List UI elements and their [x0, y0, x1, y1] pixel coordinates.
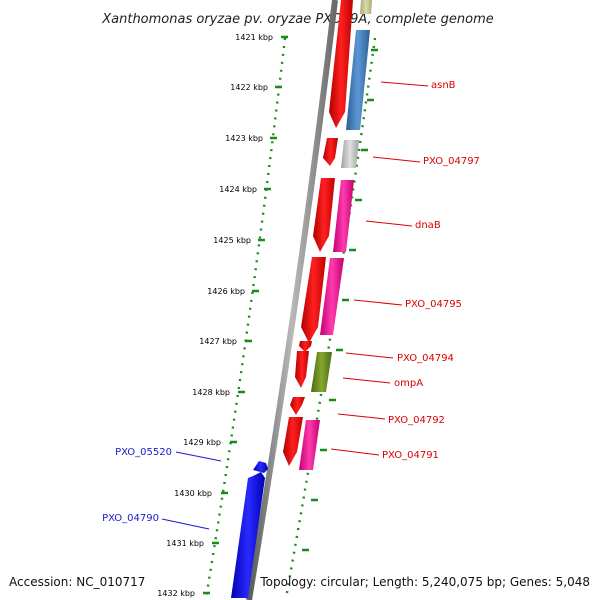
leader-ompA: [342, 377, 391, 384]
leader-pxo-04791: [330, 448, 380, 456]
ruler-label-1422: 1422 kbp: [230, 83, 268, 92]
ruler-label-1421: 1421 kbp: [235, 33, 273, 42]
ruler-tick-marks: [203, 35, 288, 595]
label-pxo-04792[interactable]: PXO_04792: [388, 415, 445, 426]
cds-asnB-red: [329, 0, 353, 128]
ruler-label-1427: 1427 kbp: [199, 337, 237, 346]
ruler-labels: 1421 kbp 1422 kbp 1423 kbp 1424 kbp 1425…: [157, 33, 273, 598]
leader-pxo-05520: [175, 451, 222, 462]
ruler-label-1430: 1430 kbp: [174, 489, 212, 498]
leader-asnB: [380, 81, 429, 87]
leader-pxo-04795: [353, 299, 403, 306]
gene-feature-track: [299, 0, 372, 470]
topology-text: Topology: circular; Length: 5,240,075 bp…: [259, 575, 590, 589]
genome-backbone: [246, 0, 338, 600]
label-pxo-04791[interactable]: PXO_04791: [382, 450, 439, 461]
ruler-label-1428: 1428 kbp: [192, 388, 230, 397]
label-pxo-04790[interactable]: PXO_04790: [102, 513, 159, 524]
ruler-label-1423: 1423 kbp: [225, 134, 263, 143]
cds-dnaB-red: [313, 178, 335, 252]
cds-pxo-04795-red: [301, 257, 326, 343]
cds-pxo-04797-red: [323, 138, 338, 166]
gene-pxo-04791-block: [299, 420, 320, 470]
leader-pxo-04794: [345, 352, 394, 359]
ruler-label-1429: 1429 kbp: [183, 438, 221, 447]
cds-pxo-05520-blue: [253, 461, 268, 473]
leader-dnaB: [365, 220, 413, 227]
cds-pxo-04792-red: [290, 397, 305, 415]
ruler-label-1431: 1431 kbp: [166, 539, 204, 548]
gene-labels: asnB PXO_04797 dnaB PXO_04795 PXO_04794 …: [102, 80, 480, 524]
map-title: Xanthomonas oryzae pv. oryzae PXO99A, co…: [101, 12, 494, 27]
cds-pxo-04794-red: [299, 341, 312, 352]
cds-reverse-track: [231, 461, 268, 598]
label-asnB[interactable]: asnB: [431, 80, 456, 91]
label-leader-lines: [161, 81, 429, 530]
gene-olive-top: [360, 0, 372, 14]
cds-forward-track: [283, 0, 353, 466]
ruler-label-1432: 1432 kbp: [157, 589, 195, 598]
leader-pxo-04790: [161, 518, 210, 530]
gene-asnB-block: [346, 30, 370, 130]
ruler-label-1425: 1425 kbp: [213, 236, 251, 245]
label-pxo-04795[interactable]: PXO_04795: [405, 299, 462, 310]
ruler-label-1426: 1426 kbp: [207, 287, 245, 296]
label-pxo-04794[interactable]: PXO_04794: [397, 353, 454, 364]
outer-ring-ticks: [302, 48, 378, 552]
gene-ompA-block: [311, 352, 332, 392]
leader-pxo-04792: [337, 413, 386, 420]
outer-dotted-arc: [284, 37, 377, 599]
gene-dnaB-block: [333, 180, 354, 252]
gene-pxo-04795-block: [320, 258, 344, 335]
cds-pxo-04790-blue: [231, 472, 265, 598]
cds-pxo-04791-red: [283, 417, 303, 466]
label-pxo-05520[interactable]: PXO_05520: [115, 447, 172, 458]
accession-text: Accession: NC_010717: [9, 575, 145, 589]
label-dnaB[interactable]: dnaB: [415, 220, 441, 231]
label-ompA[interactable]: ompA: [394, 378, 423, 389]
leader-pxo-04797: [372, 156, 421, 163]
cds-ompA-red: [295, 351, 309, 388]
label-pxo-04797[interactable]: PXO_04797: [423, 156, 480, 167]
ruler-label-1424: 1424 kbp: [219, 185, 257, 194]
gene-pxo-04797-block: [341, 140, 359, 168]
